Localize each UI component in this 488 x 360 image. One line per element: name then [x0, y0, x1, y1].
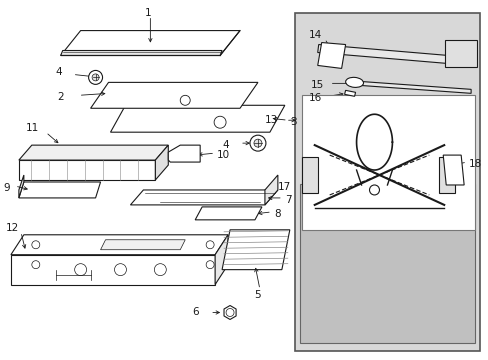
Polygon shape: [130, 190, 277, 205]
Circle shape: [88, 71, 102, 84]
Text: 8: 8: [273, 209, 280, 219]
Polygon shape: [11, 235, 227, 255]
Text: 14: 14: [308, 30, 322, 40]
Polygon shape: [19, 145, 168, 160]
Text: 12: 12: [6, 223, 20, 233]
Polygon shape: [442, 155, 463, 185]
Circle shape: [32, 261, 40, 269]
Polygon shape: [168, 145, 200, 162]
FancyBboxPatch shape: [301, 157, 317, 193]
Polygon shape: [317, 42, 345, 68]
Polygon shape: [224, 306, 236, 319]
Circle shape: [75, 264, 86, 276]
Circle shape: [154, 264, 166, 276]
Circle shape: [225, 309, 234, 316]
Text: 15: 15: [310, 80, 324, 90]
Text: 10: 10: [217, 150, 230, 160]
Polygon shape: [344, 90, 355, 96]
Text: 9: 9: [3, 183, 10, 193]
Polygon shape: [19, 160, 155, 180]
Circle shape: [32, 241, 40, 249]
Text: 4: 4: [55, 67, 62, 77]
Polygon shape: [222, 230, 289, 270]
Circle shape: [249, 135, 265, 151]
Text: 1: 1: [145, 8, 151, 18]
Text: 11: 11: [26, 123, 40, 133]
Polygon shape: [90, 82, 258, 108]
Polygon shape: [101, 240, 185, 250]
Circle shape: [214, 116, 225, 128]
Polygon shape: [195, 207, 262, 220]
Text: 18: 18: [468, 159, 481, 169]
Ellipse shape: [345, 77, 363, 87]
Polygon shape: [19, 182, 101, 198]
Polygon shape: [215, 235, 227, 285]
Polygon shape: [11, 255, 215, 285]
Circle shape: [369, 185, 379, 195]
Polygon shape: [155, 145, 168, 180]
FancyBboxPatch shape: [438, 157, 454, 193]
FancyBboxPatch shape: [299, 184, 474, 343]
Circle shape: [206, 241, 214, 249]
Text: 16: 16: [308, 93, 322, 103]
FancyBboxPatch shape: [444, 40, 476, 67]
Polygon shape: [359, 81, 470, 93]
Text: 3: 3: [289, 117, 296, 127]
Circle shape: [180, 95, 190, 105]
Text: 7: 7: [285, 195, 291, 205]
Text: 4: 4: [223, 140, 229, 150]
Circle shape: [92, 74, 99, 81]
Circle shape: [206, 261, 214, 269]
Polygon shape: [61, 31, 240, 55]
Text: 13: 13: [264, 115, 278, 125]
Text: 2: 2: [57, 92, 64, 102]
Text: 5: 5: [254, 289, 261, 300]
Polygon shape: [110, 105, 285, 132]
FancyBboxPatch shape: [294, 13, 479, 351]
FancyBboxPatch shape: [301, 95, 474, 230]
Text: 17: 17: [278, 182, 291, 192]
Circle shape: [114, 264, 126, 276]
Circle shape: [253, 139, 262, 147]
Polygon shape: [19, 175, 24, 198]
Polygon shape: [317, 45, 459, 64]
Polygon shape: [61, 50, 222, 55]
Polygon shape: [264, 175, 277, 205]
Text: 6: 6: [191, 307, 198, 318]
